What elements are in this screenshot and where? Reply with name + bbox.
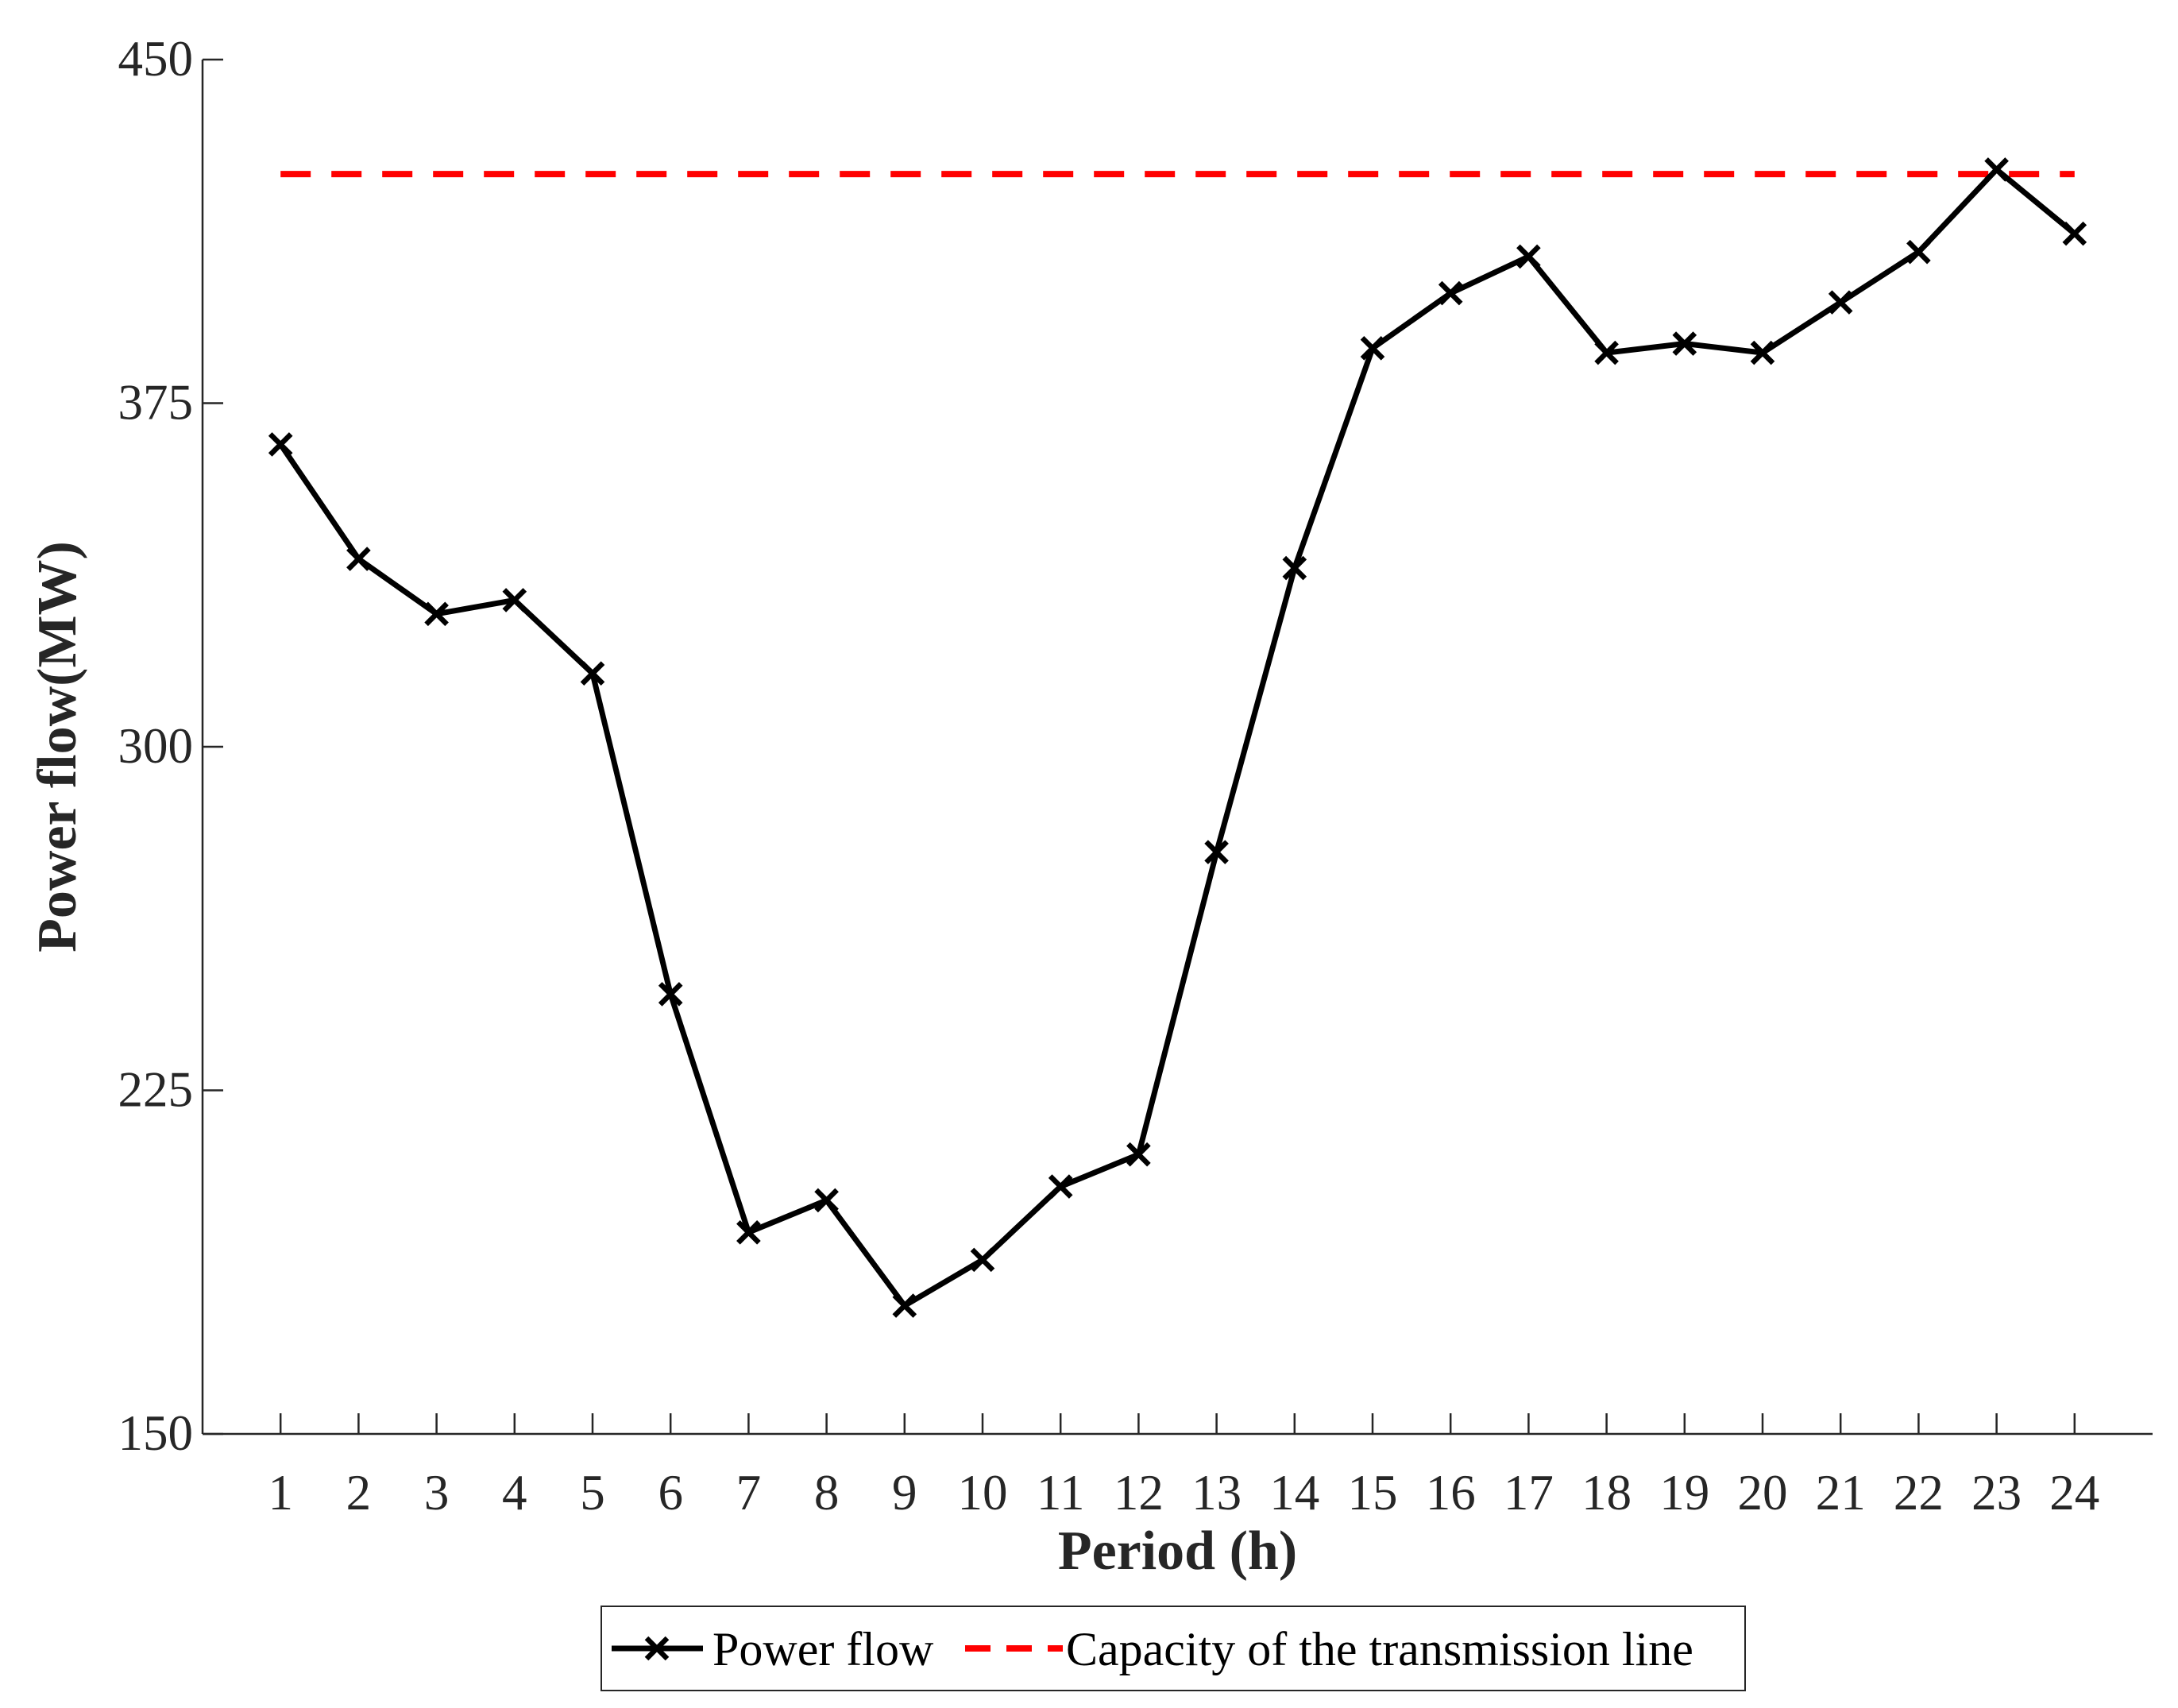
data-point-power-flow (736, 1219, 761, 1245)
data-point-power-flow (424, 601, 449, 627)
data-point-power-flow (1984, 157, 2009, 182)
x-tick-label: 16 (1426, 1465, 1476, 1521)
data-point-power-flow (1516, 244, 1541, 269)
series-layer (268, 157, 2087, 1318)
x-tick-label: 7 (736, 1465, 762, 1521)
data-point-power-flow (892, 1293, 917, 1318)
x-tick-label: 18 (1581, 1465, 1632, 1521)
x-tick-label: 13 (1191, 1465, 1242, 1521)
data-point-power-flow (1360, 336, 1385, 361)
legend-label-capacity: Capacity of the transmission line (1066, 1623, 1693, 1675)
x-tick-label: 9 (892, 1465, 917, 1521)
x-tick-label: 14 (1269, 1465, 1319, 1521)
legend-marker-x-icon (644, 1636, 670, 1661)
y-axis-title: Power flow(MW) (27, 541, 88, 953)
legend: Power flow Capacity of the transmission … (600, 1606, 1746, 1691)
x-tick-label: 2 (346, 1465, 372, 1521)
x-tick-label: 17 (1504, 1465, 1554, 1521)
data-point-power-flow (2062, 221, 2087, 246)
x-tick-label: 10 (958, 1465, 1008, 1521)
data-point-power-flow (1204, 840, 1229, 864)
legend-box (600, 1606, 1746, 1691)
data-point-power-flow (1906, 239, 1931, 265)
data-point-power-flow (268, 432, 293, 457)
x-tick-label: 22 (1894, 1465, 1944, 1521)
x-axis-title: Period (h) (1058, 1521, 1297, 1582)
data-point-power-flow (580, 661, 605, 686)
data-point-power-flow (814, 1188, 839, 1213)
legend-label-power-flow: Power flow (712, 1623, 934, 1675)
x-tick-label: 15 (1348, 1465, 1398, 1521)
data-point-power-flow (658, 982, 683, 1007)
x-tick-label: 20 (1738, 1465, 1788, 1521)
data-point-power-flow (502, 588, 527, 612)
y-tick-label: 300 (118, 718, 194, 774)
x-tick-label: 8 (814, 1465, 840, 1521)
x-tick-label: 24 (2049, 1465, 2099, 1521)
y-tick-label: 150 (118, 1405, 194, 1461)
x-tick-label: 23 (1971, 1465, 2022, 1521)
x-tick-label: 19 (1659, 1465, 1709, 1521)
x-tick-label: 1 (268, 1465, 293, 1521)
data-point-power-flow (1828, 290, 1853, 315)
y-tick-label: 450 (118, 31, 194, 87)
data-point-power-flow (1594, 340, 1619, 365)
data-point-power-flow (1750, 340, 1775, 365)
x-tick-label: 12 (1114, 1465, 1164, 1521)
data-point-power-flow (1126, 1142, 1151, 1167)
data-point-power-flow (970, 1247, 995, 1273)
x-tick-label: 5 (580, 1465, 605, 1521)
y-tick-label: 375 (118, 375, 194, 431)
data-point-power-flow (1048, 1174, 1073, 1199)
data-point-power-flow (1438, 280, 1463, 306)
x-tick-label: 6 (658, 1465, 683, 1521)
data-point-power-flow (1282, 555, 1307, 581)
x-tick-label: 11 (1037, 1465, 1085, 1521)
x-tick-label: 21 (1816, 1465, 1866, 1521)
x-tick-label: 4 (502, 1465, 527, 1521)
y-tick-label: 225 (118, 1062, 194, 1118)
data-point-power-flow (346, 547, 371, 571)
series-line-power-flow (278, 166, 2077, 1309)
data-point-power-flow (1672, 331, 1697, 356)
x-tick-label: 3 (424, 1465, 450, 1521)
